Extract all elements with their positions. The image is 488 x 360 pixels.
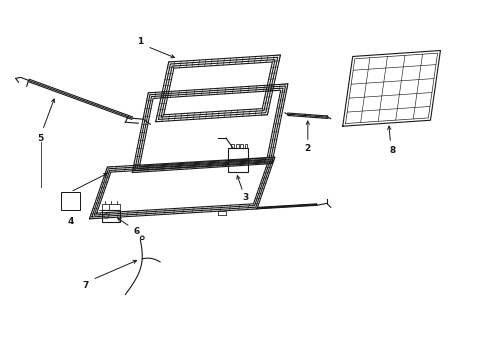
Bar <box>102 204 120 210</box>
Text: 2: 2 <box>304 144 310 153</box>
Bar <box>61 192 81 210</box>
Text: 3: 3 <box>243 193 248 202</box>
Text: 8: 8 <box>388 145 395 154</box>
Text: 6: 6 <box>133 227 139 236</box>
Text: 4: 4 <box>67 217 74 226</box>
Bar <box>227 148 247 172</box>
Text: 7: 7 <box>82 281 88 290</box>
Text: 1: 1 <box>137 37 143 46</box>
Bar <box>102 210 120 222</box>
Text: 5: 5 <box>38 134 43 143</box>
